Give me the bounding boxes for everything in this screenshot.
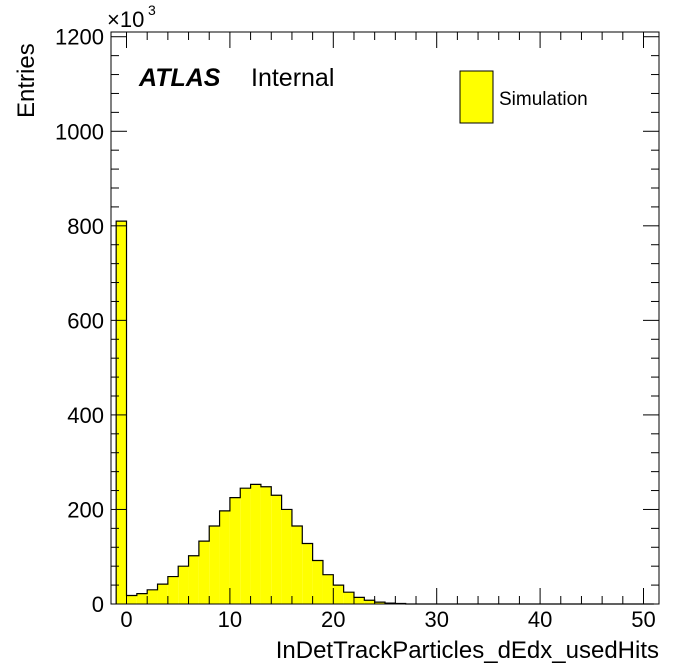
y-tick-label: 600 [67,308,104,333]
histogram-bar [219,510,230,604]
histogram-bar [260,486,272,604]
x-tick-label: 50 [631,607,655,632]
histogram-bar [136,593,148,604]
histogram-bar [312,560,323,604]
y-multiplier: ×10 3 [107,2,156,32]
plot-frame [110,31,660,605]
legend: Simulation [459,70,588,124]
histogram-bar [322,574,334,604]
histogram-bar [374,602,385,604]
y-tick-label: 800 [67,214,104,239]
histogram-bar [229,497,241,604]
bars-layer [115,220,654,605]
legend-swatch [459,70,494,124]
tick-labels-layer: 0 10 20 30 40 50 0 200 400 600 800 1000 1200 [55,25,656,632]
histogram-bar [302,543,313,604]
legend-label: Simulation [499,89,588,110]
y-multiplier-exponent: 3 [148,2,156,18]
histogram-bar [167,576,179,604]
histogram-bar [188,555,199,604]
histogram-bar [209,526,220,604]
atlas-label-bold: ATLAS [138,64,221,92]
histogram-bar [281,509,292,604]
atlas-label: ATLAS Internal [138,64,334,92]
ticks-layer [111,32,659,605]
histogram-bar [126,595,137,604]
x-tick-label: 40 [528,607,552,632]
y-tick-label: 1000 [55,119,104,144]
histogram-bar [147,589,158,604]
histogram-bar [198,541,210,604]
y-tick-label: 0 [92,592,104,617]
histogram-bar [271,495,282,604]
histogram-bar [157,584,168,604]
histogram-bar [343,592,354,604]
x-tick-label: 10 [218,607,242,632]
x-tick-label: 0 [120,607,132,632]
y-tick-label: 400 [67,403,104,428]
y-multiplier-base: ×10 [107,7,144,32]
x-tick-label: 30 [424,607,448,632]
histogram-bar [291,526,303,604]
atlas-label-internal: Internal [251,64,334,92]
x-tick-label: 20 [321,607,345,632]
histogram-bar [364,600,375,604]
histogram-outline [115,220,654,605]
y-tick-label: 200 [67,497,104,522]
histogram-bar [250,484,261,604]
histogram-bar [178,566,189,604]
histogram-bar [116,221,127,604]
histogram-bar [333,585,344,604]
y-axis-label: Entries [13,43,40,118]
histogram-bar [240,488,251,604]
x-axis-label: InDetTrackParticles_dEdx_usedHits [276,637,659,664]
y-tick-label: 1200 [55,25,104,50]
histogram-bar [353,597,365,604]
